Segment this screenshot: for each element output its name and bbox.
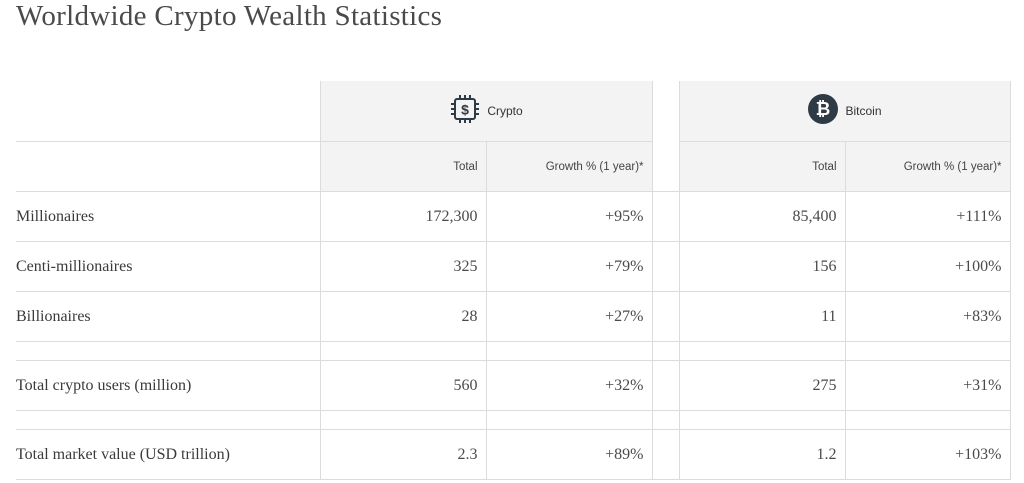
column-gap: [652, 291, 679, 342]
row-label: Centi-millionaires: [16, 241, 320, 292]
crypto-growth-header: Growth % (1 year)*: [485, 141, 653, 192]
table-row: Millionaires 172,300 +95% 85,400 +111%: [16, 191, 1011, 242]
row-label: Billionaires: [16, 291, 320, 342]
empty-label-cell: [16, 141, 320, 192]
crypto-total-cell: 28: [319, 291, 486, 342]
bitcoin-growth-cell: +111%: [844, 191, 1011, 242]
spacer-row: [16, 341, 1011, 361]
bitcoin-total-header: Total: [678, 141, 845, 192]
subheader-row: Total Growth % (1 year)* Total Growth % …: [16, 141, 1011, 192]
table-row: Centi-millionaires 325 +79% 156 +100%: [16, 241, 1011, 292]
svg-text:$: $: [461, 101, 469, 117]
spacer-cell: [485, 410, 653, 430]
spacer-cell: [319, 341, 486, 361]
crypto-growth-cell: +32%: [485, 360, 653, 411]
svg-text:₿: ₿: [816, 99, 831, 119]
column-gap: [652, 81, 679, 142]
table-row: Total crypto users (million) 560 +32% 27…: [16, 360, 1011, 411]
bitcoin-group-header: ₿ Bitcoin: [678, 81, 1011, 142]
spacer-cell: [844, 341, 1011, 361]
crypto-total-cell: 172,300: [319, 191, 486, 242]
bitcoin-icon: ₿: [807, 93, 839, 130]
column-gap: [652, 429, 679, 480]
table-bottom-border: [16, 479, 1010, 480]
spacer-cell: [319, 410, 486, 430]
row-label: Total market value (USD trillion): [16, 429, 320, 480]
bitcoin-total-cell: 156: [678, 241, 845, 292]
bitcoin-growth-cell: +31%: [844, 360, 1011, 411]
bitcoin-growth-header: Growth % (1 year)*: [844, 141, 1011, 192]
crypto-total-cell: 2.3: [319, 429, 486, 480]
table-row: Billionaires 28 +27% 11 +83%: [16, 291, 1011, 342]
column-gap: [652, 191, 679, 242]
bitcoin-total-cell: 85,400: [678, 191, 845, 242]
column-gap: [652, 141, 679, 192]
crypto-growth-cell: +89%: [485, 429, 653, 480]
bitcoin-group-label: Bitcoin: [845, 104, 882, 118]
crypto-growth-cell: +95%: [485, 191, 653, 242]
spacer-cell: [678, 341, 845, 361]
row-label: Total crypto users (million): [16, 360, 320, 411]
crypto-total-cell: 325: [319, 241, 486, 292]
row-label: Millionaires: [16, 191, 320, 242]
bitcoin-total-cell: 1.2: [678, 429, 845, 480]
column-gap: [652, 410, 679, 430]
crypto-growth-cell: +79%: [485, 241, 653, 292]
column-gap: [652, 341, 679, 361]
page-title: Worldwide Crypto Wealth Statistics: [16, 0, 443, 32]
group-header-row: $ Crypto ₿ Bitcoin: [16, 81, 1011, 142]
column-gap: [652, 360, 679, 411]
table-row: Total market value (USD trillion) 2.3 +8…: [16, 429, 1011, 480]
column-gap: [652, 241, 679, 292]
crypto-total-cell: 560: [319, 360, 486, 411]
spacer-row: [16, 410, 1011, 430]
bitcoin-growth-cell: +103%: [844, 429, 1011, 480]
spacer-cell: [678, 410, 845, 430]
bitcoin-growth-cell: +100%: [844, 241, 1011, 292]
spacer-cell: [485, 341, 653, 361]
spacer-cell: [16, 341, 320, 361]
spacer-cell: [16, 410, 320, 430]
bitcoin-growth-cell: +83%: [844, 291, 1011, 342]
empty-corner-cell: [16, 81, 320, 142]
spacer-cell: [844, 410, 1011, 430]
crypto-wealth-table: $ Crypto ₿ Bitcoin Total Growth % (1 y: [16, 81, 1011, 480]
crypto-group-header: $ Crypto: [319, 81, 653, 142]
crypto-total-header: Total: [319, 141, 486, 192]
bitcoin-total-cell: 11: [678, 291, 845, 342]
bitcoin-total-cell: 275: [678, 360, 845, 411]
crypto-chip-dollar-icon: $: [449, 93, 481, 130]
crypto-group-label: Crypto: [487, 104, 523, 118]
crypto-growth-cell: +27%: [485, 291, 653, 342]
